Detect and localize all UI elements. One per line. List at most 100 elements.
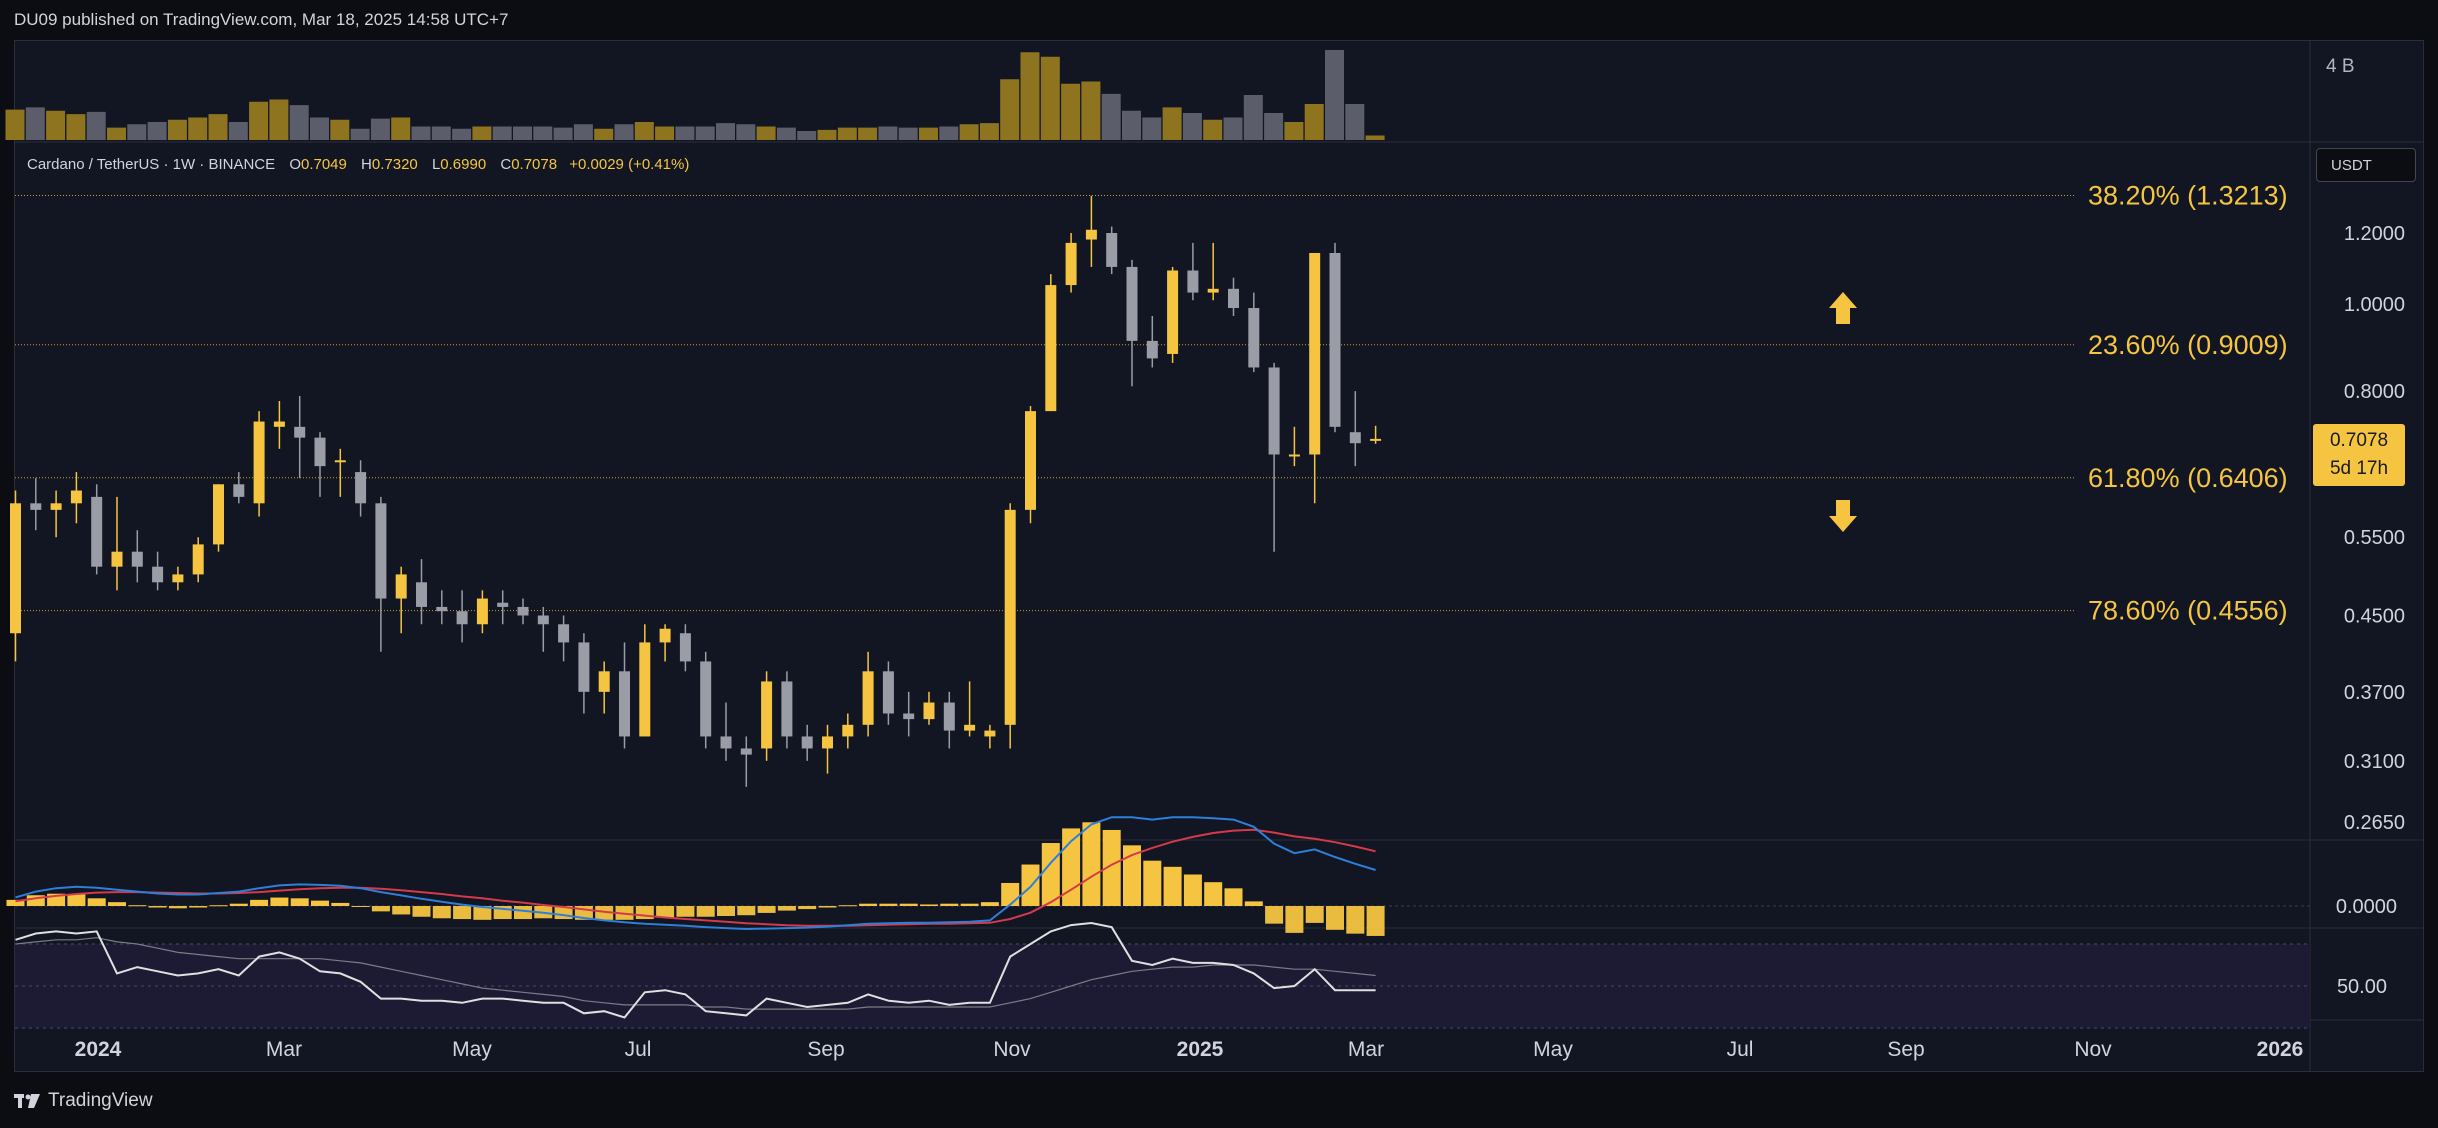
candle-body <box>761 681 773 749</box>
macd-histogram-bar <box>209 905 228 907</box>
volume-bar <box>269 99 289 140</box>
candle-body <box>1167 270 1179 354</box>
candle-body <box>456 611 468 625</box>
down-arrow-icon <box>1829 500 1857 532</box>
published-caption: DU09 published on TradingView.com, Mar 1… <box>14 10 509 29</box>
volume-bar <box>1325 50 1344 140</box>
volume-bar <box>1365 135 1385 140</box>
price-axis-tick: 0.8000 <box>2344 381 2405 403</box>
candle-body <box>111 551 123 567</box>
candle-body <box>578 642 590 692</box>
macd-histogram-bar <box>331 902 350 906</box>
candle-body <box>213 484 224 545</box>
low-value: 0.6990 <box>440 156 487 173</box>
macd-histogram-bar <box>6 899 25 906</box>
volume-bar <box>1101 93 1121 140</box>
up-arrow-icon <box>1829 292 1857 324</box>
high-label: H <box>361 156 372 173</box>
volume-bar <box>1284 122 1304 140</box>
volume-bar <box>1081 81 1101 140</box>
candle-body <box>943 702 955 731</box>
change-value: +0.0029 (+0.41%) <box>569 156 690 173</box>
macd-histogram-bar <box>1001 882 1020 906</box>
time-axis-tick: Sep <box>1887 1038 1924 1061</box>
macd-histogram-bar <box>1143 860 1162 906</box>
macd-histogram-bar <box>412 906 431 917</box>
candle-body <box>558 624 570 643</box>
volume-bar <box>1061 83 1081 140</box>
volume-bar <box>1203 119 1223 140</box>
candle-body <box>50 503 62 510</box>
candle-body <box>1228 288 1239 309</box>
candle-body <box>801 736 813 749</box>
tradingview-logo[interactable]: TradingView <box>14 1090 153 1112</box>
candle-body <box>740 748 752 755</box>
volume-bar <box>1304 104 1324 140</box>
candle-body <box>720 736 732 749</box>
volume-bar <box>898 127 918 140</box>
bar-countdown: 5d 17h <box>2329 458 2389 479</box>
currency-badge[interactable]: USDT <box>2316 148 2416 182</box>
fib-level-label: 38.20% (1.3213) <box>2088 180 2288 210</box>
volume-bar <box>5 109 25 140</box>
macd-histogram-bar <box>1326 906 1344 930</box>
candle-body <box>1065 242 1077 286</box>
candle-body <box>923 702 935 720</box>
time-axis-tick: Mar <box>266 1038 302 1061</box>
price-axis-tick: 1.0000 <box>2344 294 2405 316</box>
macd-histogram-bar <box>1163 866 1182 906</box>
candle-body <box>1126 266 1138 341</box>
macd-histogram-bar <box>1366 906 1385 936</box>
macd-histogram-bar <box>87 898 106 906</box>
volume-bar <box>533 126 553 140</box>
macd-histogram-bar <box>1285 906 1304 933</box>
volume-bar <box>228 122 248 140</box>
macd-histogram-bar <box>1244 901 1263 906</box>
price-axis-tick: 0.4500 <box>2344 606 2405 628</box>
candle-body <box>1268 367 1280 455</box>
volume-bar <box>837 127 857 140</box>
candle-body <box>294 426 306 438</box>
volume-bar <box>878 126 898 140</box>
candle-body <box>679 633 691 662</box>
macd-histogram-bar <box>1305 906 1324 923</box>
price-axis-tick: 0.3100 <box>2344 751 2405 773</box>
candle-body <box>233 484 245 497</box>
volume-bar <box>289 105 309 140</box>
volume-bar <box>858 127 878 140</box>
volume-bar <box>66 114 86 140</box>
macd-histogram-bar <box>757 906 776 913</box>
open-label: O <box>289 156 301 173</box>
candle-body <box>903 713 915 720</box>
time-axis-tick: 2024 <box>75 1038 122 1061</box>
chart-canvas[interactable]: 38.20% (1.3213) 23.60% (0.9009) 61.80% (0.… <box>0 0 2438 1072</box>
candle-body <box>781 681 793 737</box>
volume-bar <box>25 107 45 140</box>
low-label: L <box>431 156 441 173</box>
fib-level-label: 78.60% (0.4556) <box>2088 596 2288 626</box>
candle-body <box>1187 270 1199 293</box>
volume-bar <box>695 126 715 140</box>
volume-bar <box>1243 95 1263 140</box>
macd-histogram-bar <box>371 906 390 912</box>
candle-body <box>619 671 630 737</box>
macd-histogram-bar <box>818 906 837 908</box>
volume-bar <box>655 126 675 140</box>
candle-body <box>314 437 326 467</box>
macd-histogram-bar <box>128 905 147 907</box>
tradingview-logo-icon <box>14 1094 40 1108</box>
macd-histogram-bar <box>1224 888 1243 906</box>
macd-histogram-bar <box>899 903 918 906</box>
macd-histogram-bar <box>1082 822 1101 906</box>
time-axis-tick: Sep <box>807 1038 844 1061</box>
volume-bar <box>1264 113 1284 140</box>
macd-histogram-bar <box>473 906 492 920</box>
macd-histogram-bar <box>798 906 817 910</box>
volume-bar <box>1142 117 1162 140</box>
price-axis-tick: 1.2000 <box>2344 223 2405 245</box>
candle-body <box>1248 308 1260 368</box>
macd-histogram-bar <box>960 903 979 906</box>
close-label: C <box>500 156 512 173</box>
candle-body <box>1004 509 1016 725</box>
volume-bar <box>492 126 512 140</box>
